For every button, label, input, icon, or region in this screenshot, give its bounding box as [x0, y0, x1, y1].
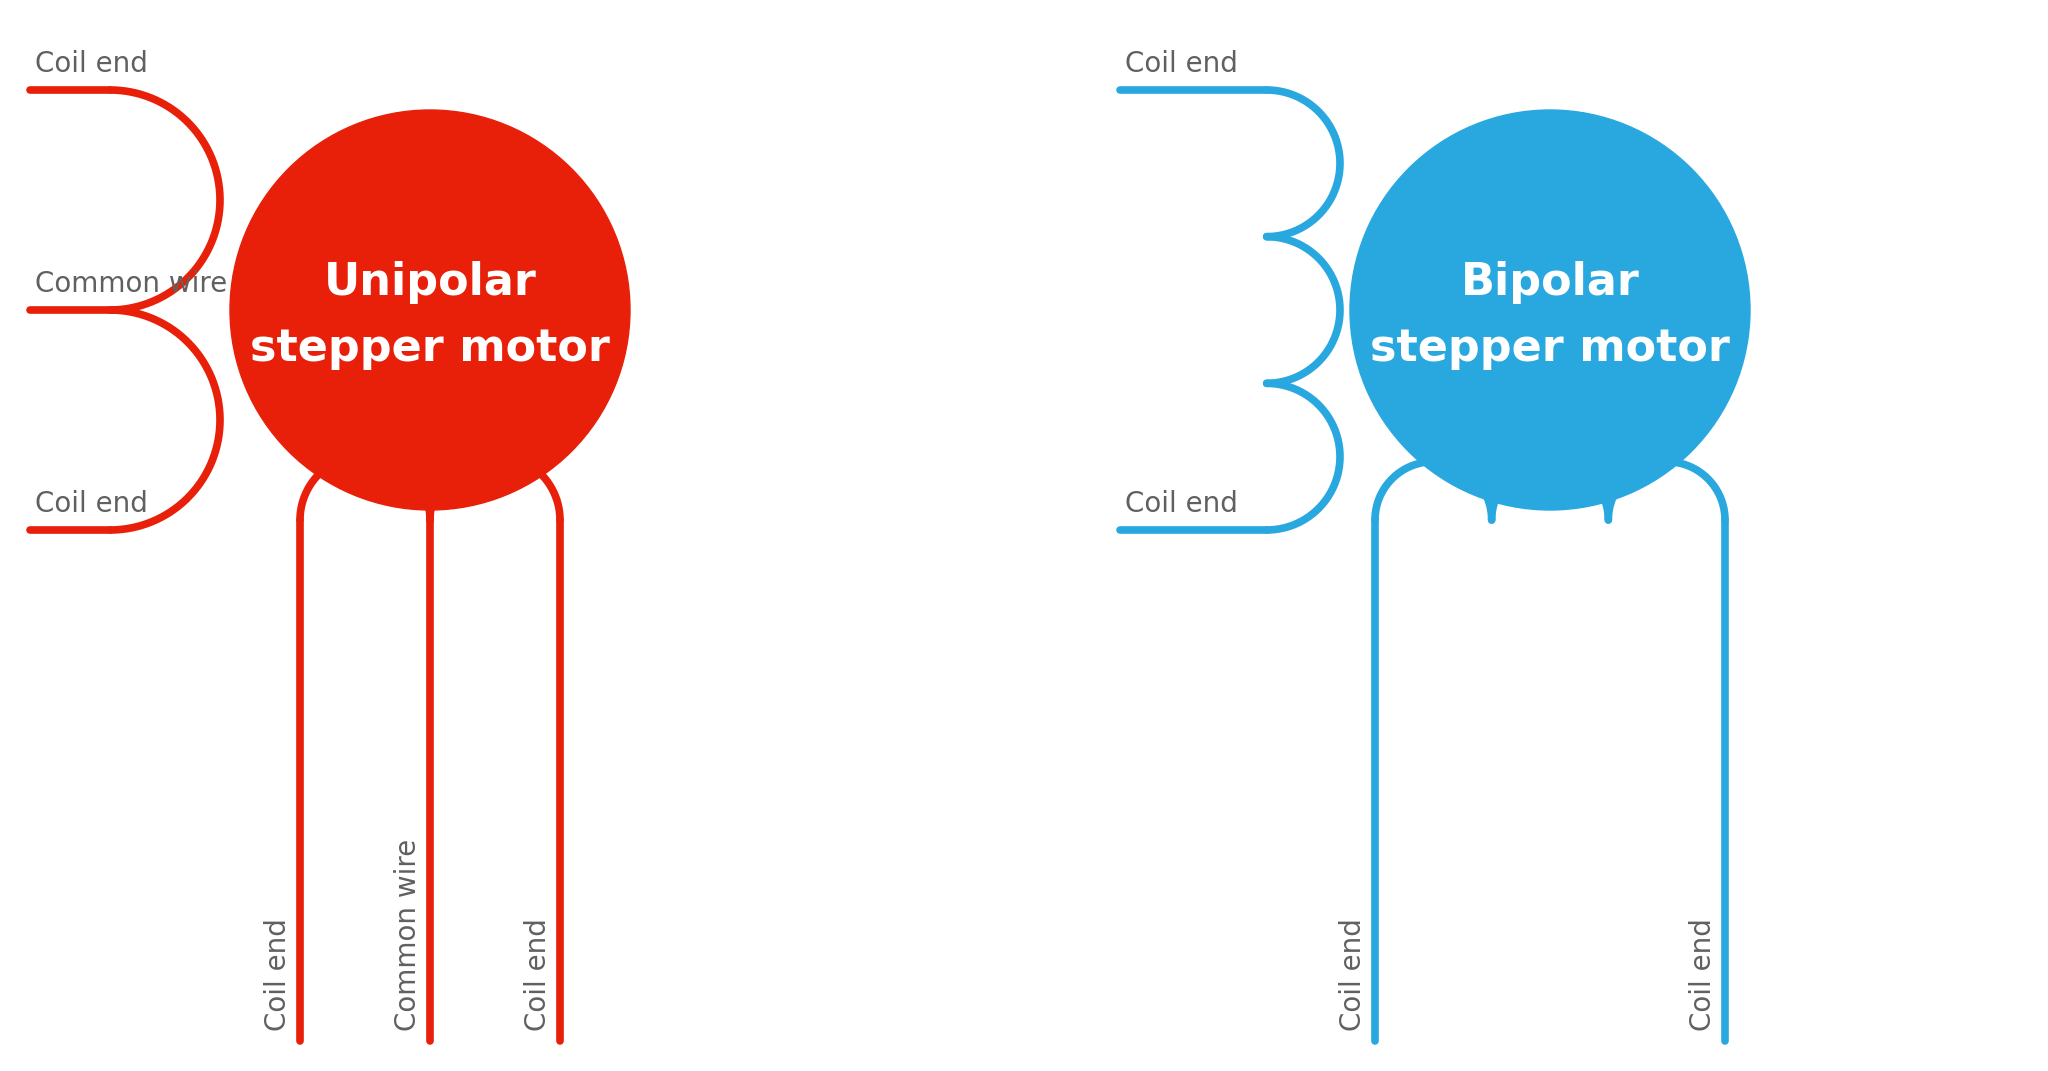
Text: stepper motor: stepper motor [1370, 327, 1731, 369]
Text: Common wire: Common wire [393, 839, 422, 1031]
Text: Unipolar: Unipolar [324, 260, 537, 303]
Text: Coil end: Coil end [35, 50, 147, 78]
Text: Coil end: Coil end [35, 491, 147, 518]
Text: Common wire: Common wire [35, 270, 227, 298]
Text: Coil end: Coil end [524, 918, 553, 1031]
Text: Bipolar: Bipolar [1460, 260, 1640, 303]
Text: Coil end: Coil end [1690, 918, 1716, 1031]
Text: stepper motor: stepper motor [250, 327, 610, 369]
Text: Coil end: Coil end [1124, 491, 1237, 518]
Text: Coil end: Coil end [264, 918, 293, 1031]
Text: Coil end: Coil end [1339, 918, 1366, 1031]
Circle shape [229, 110, 631, 510]
Text: Coil end: Coil end [1124, 50, 1237, 78]
Circle shape [1350, 110, 1749, 510]
